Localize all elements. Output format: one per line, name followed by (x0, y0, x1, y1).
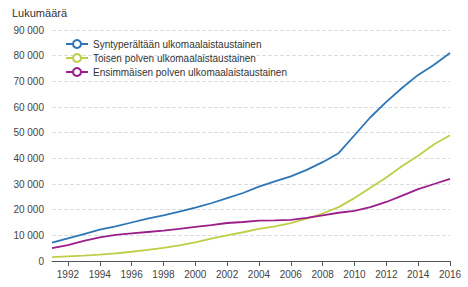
svg-text:2008: 2008 (312, 269, 335, 280)
svg-text:1992: 1992 (57, 269, 80, 280)
svg-text:30 000: 30 000 (13, 179, 44, 190)
svg-text:2010: 2010 (343, 269, 366, 280)
svg-text:1998: 1998 (152, 269, 175, 280)
svg-text:2002: 2002 (216, 269, 239, 280)
svg-text:1994: 1994 (89, 269, 112, 280)
svg-text:60 000: 60 000 (13, 102, 44, 113)
svg-text:2000: 2000 (184, 269, 207, 280)
svg-text:Ensimmäisen polven ulkomaalais: Ensimmäisen polven ulkomaalaistaustainen (93, 67, 287, 78)
svg-text:2016: 2016 (439, 269, 462, 280)
svg-text:Syntyperältään ulkomaalaistaus: Syntyperältään ulkomaalaistaustainen (93, 39, 261, 50)
svg-text:10 000: 10 000 (13, 230, 44, 241)
svg-text:40 000: 40 000 (13, 153, 44, 164)
svg-text:70 000: 70 000 (13, 76, 44, 87)
svg-text:2006: 2006 (280, 269, 303, 280)
svg-text:90 000: 90 000 (13, 25, 44, 36)
svg-text:2012: 2012 (375, 269, 398, 280)
svg-text:50 000: 50 000 (13, 127, 44, 138)
svg-text:0: 0 (38, 256, 44, 267)
svg-text:20 000: 20 000 (13, 204, 44, 215)
svg-text:1996: 1996 (120, 269, 143, 280)
svg-text:80 000: 80 000 (13, 50, 44, 61)
svg-text:2014: 2014 (407, 269, 430, 280)
svg-text:Toisen polven ulkomaalaistaust: Toisen polven ulkomaalaistaustainen (93, 53, 256, 64)
svg-text:2004: 2004 (248, 269, 271, 280)
svg-text:Lukumäärä: Lukumäärä (12, 7, 68, 19)
